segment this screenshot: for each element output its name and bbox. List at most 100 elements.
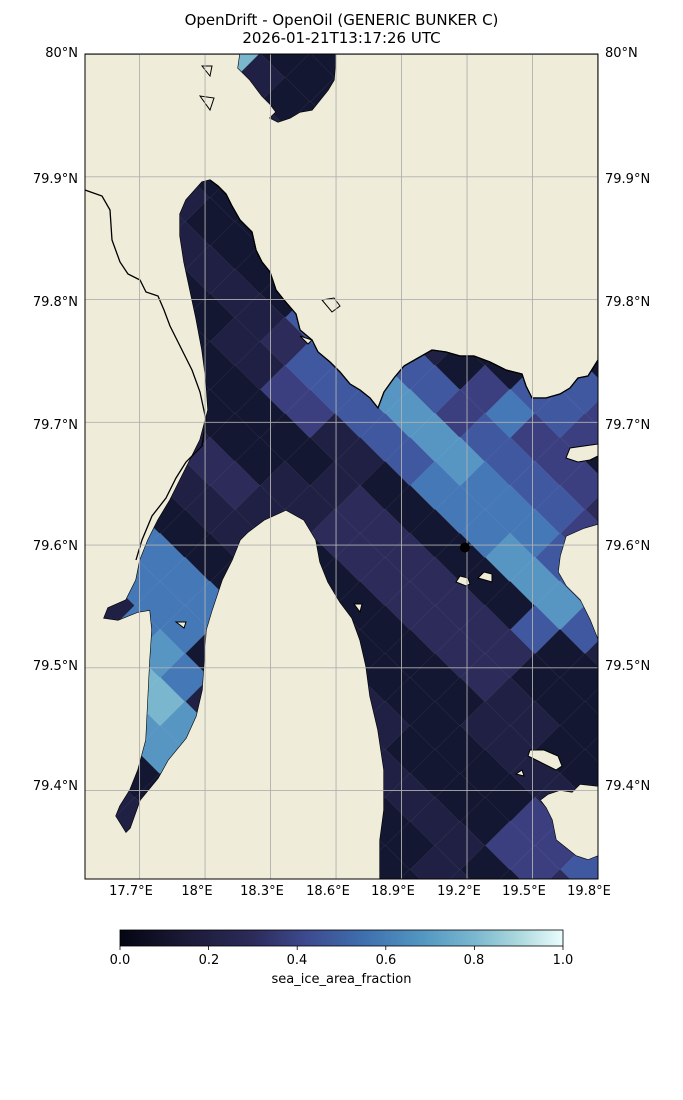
ice-cell — [410, 0, 460, 31]
colorbar-tick-label: 0.8 — [463, 953, 485, 968]
ice-cell — [10, 797, 60, 847]
ice-cell — [360, 0, 410, 31]
ice-cell — [134, 54, 186, 56]
ice-cell — [310, 0, 360, 31]
coastline — [85, 179, 598, 561]
ice-cell — [35, 917, 85, 967]
gridlines — [85, 54, 598, 879]
ice-cell — [85, 484, 86, 536]
ice-cell — [434, 54, 486, 56]
ice-cell — [85, 868, 86, 879]
ice-cell — [85, 820, 86, 872]
ice-cell — [610, 0, 660, 31]
colorbar — [119, 929, 564, 947]
ice-cell — [10, 77, 60, 127]
ice-cell — [85, 244, 86, 296]
oil-particle-marker — [459, 542, 470, 553]
ice-cell — [10, 893, 60, 943]
colorbar-tick-label: 0.2 — [198, 953, 220, 968]
lat-label-right: 79.5°N — [605, 659, 651, 674]
ice-cell — [60, 0, 110, 31]
lat-label-right: 80°N — [605, 46, 638, 61]
colorbar-tick-marks — [119, 946, 564, 950]
lon-label: 19.8°E — [567, 884, 611, 899]
lat-label-right: 79.9°N — [605, 172, 651, 187]
lat-label-left: 79.4°N — [32, 779, 78, 794]
ice-cell — [234, 54, 286, 56]
lat-label-left: 80°N — [45, 46, 78, 61]
ice-cell — [10, 941, 60, 991]
lat-label-left: 79.9°N — [32, 172, 78, 187]
ice-cell — [610, 605, 660, 655]
colorbar-tick-label: 0.4 — [286, 953, 308, 968]
ice-cell — [10, 365, 60, 415]
ice-cell — [85, 54, 136, 56]
ice-cell — [284, 54, 336, 56]
ice-cell — [184, 54, 236, 56]
ice-cell — [509, 844, 561, 879]
lat-label-right: 79.8°N — [605, 295, 651, 310]
ice-cell — [585, 965, 635, 1015]
ice-cell — [85, 580, 86, 632]
map-timestamp: 2026-01-21T13:17:26 UTC — [242, 29, 441, 47]
lat-label-left: 79.5°N — [32, 659, 78, 674]
ice-cell — [10, 317, 60, 367]
ice-cell — [484, 54, 536, 56]
lon-label: 19.2°E — [437, 884, 481, 899]
lon-label: 18.9°E — [371, 884, 415, 899]
ice-cell — [260, 0, 310, 31]
ice-cell — [10, 701, 60, 751]
ice-cell — [10, 557, 60, 607]
ice-cell — [560, 893, 610, 943]
ice-cell — [610, 797, 660, 847]
colorbar-tick-label: 0.6 — [375, 953, 397, 968]
colorbar-tick-label: 0.0 — [109, 953, 131, 968]
ice-cell — [560, 0, 610, 31]
ice-cell — [510, 0, 560, 31]
ice-cell — [160, 0, 210, 31]
map-frame — [84, 53, 599, 880]
ice-cell — [409, 844, 461, 879]
lat-label-left: 79.8°N — [32, 295, 78, 310]
ice-cell — [210, 0, 260, 31]
ice-cell — [610, 221, 660, 271]
ice-cell — [10, 845, 60, 895]
map-area — [10, 0, 660, 1015]
ice-cell — [60, 893, 110, 943]
ice-cell — [459, 844, 511, 879]
lon-label: 19.5°E — [502, 884, 546, 899]
ice-cell — [610, 701, 660, 751]
ice-cell — [110, 0, 160, 31]
ice-cell — [85, 100, 86, 152]
lon-label: 18.3°E — [240, 884, 284, 899]
map-title: OpenDrift - OpenOil (GENERIC BUNKER C) — [184, 11, 499, 29]
ice-cell — [85, 724, 86, 776]
colorbar-tick-label: 1.0 — [552, 953, 574, 968]
ice-cell — [10, 605, 60, 655]
ice-cell — [85, 196, 86, 248]
ice-cell — [534, 54, 586, 56]
ice-cell — [585, 917, 635, 967]
lon-label: 17.7°E — [109, 884, 153, 899]
lat-label-left: 79.7°N — [32, 418, 78, 433]
ice-cell — [85, 676, 86, 728]
lat-label-right: 79.4°N — [605, 779, 651, 794]
lat-label-right: 79.7°N — [605, 418, 651, 433]
lon-label: 18°E — [181, 884, 213, 899]
ice-cell — [610, 365, 660, 415]
ice-cell — [384, 54, 436, 56]
ice-cell — [610, 557, 660, 607]
ice-cell — [610, 125, 660, 175]
ice-cell — [10, 125, 60, 175]
ice-cell — [10, 221, 60, 271]
ice-cell — [10, 269, 60, 319]
ice-cell — [85, 436, 86, 488]
lat-label-right: 79.6°N — [605, 539, 651, 554]
ice-cell — [10, 461, 60, 511]
ice-cell — [85, 340, 86, 392]
ice-cell — [610, 893, 660, 943]
colorbar-label: sea_ice_area_fraction — [271, 972, 412, 987]
ice-cell — [610, 461, 660, 511]
ice-cell — [10, 0, 60, 31]
